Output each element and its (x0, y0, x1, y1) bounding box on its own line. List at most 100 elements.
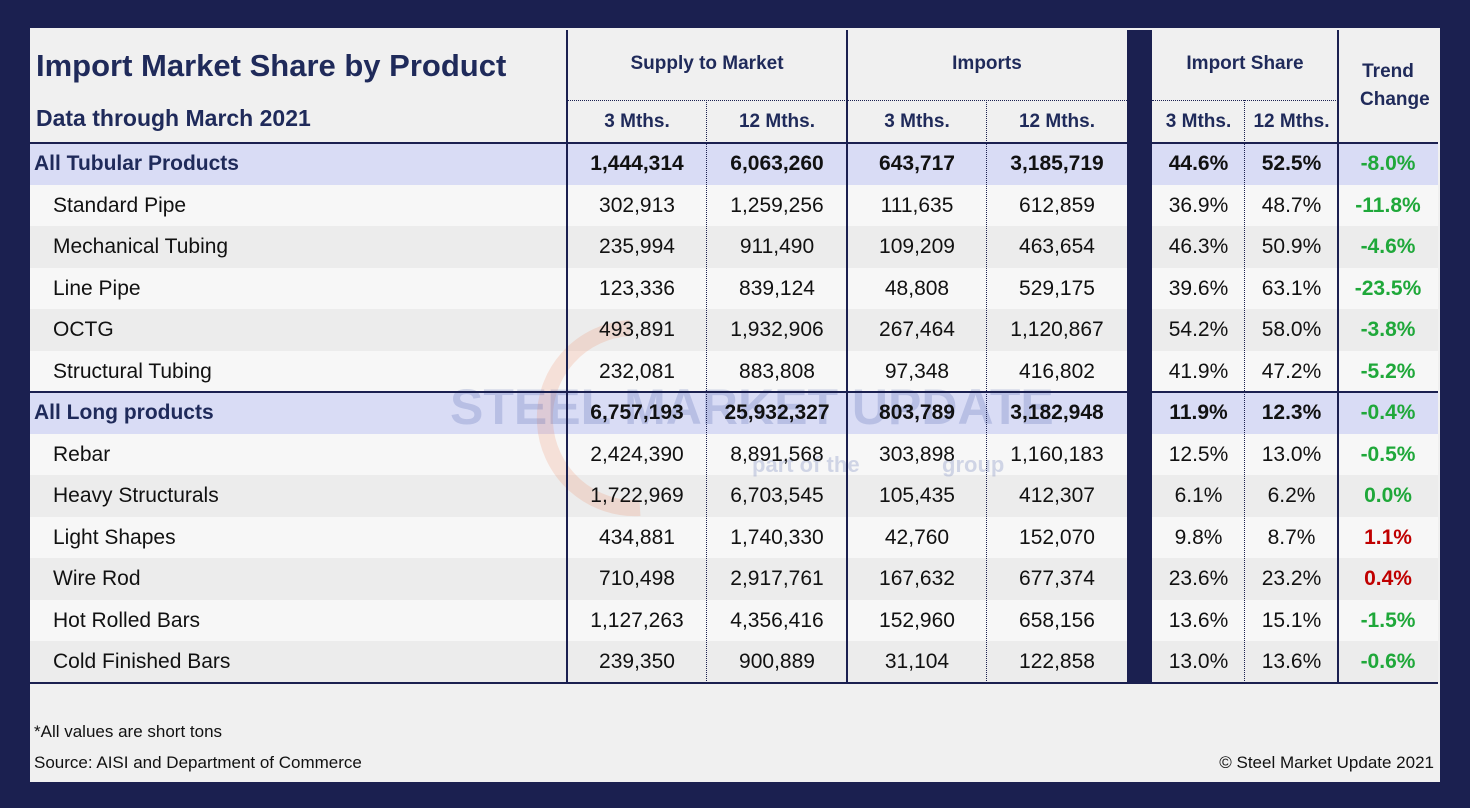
cell: 1,127,263 (590, 608, 684, 632)
cell: 46.3% (1168, 235, 1229, 258)
cell: 6,063,260 (730, 152, 824, 175)
row-bg (30, 599, 1438, 641)
cell: 13.6% (1168, 608, 1229, 632)
row-bg (30, 309, 1438, 351)
cell: 39.6% (1168, 276, 1229, 300)
column-line (846, 30, 848, 683)
cell: 54.2% (1168, 318, 1229, 341)
sub-header: 12 Mths. (1253, 111, 1330, 132)
cell: 1,740,330 (730, 525, 824, 549)
cell: 97,348 (884, 359, 950, 383)
cell: 803,789 (879, 401, 955, 424)
cell: 31,104 (884, 650, 950, 673)
group-header: Import Share (1186, 53, 1304, 74)
cell: 36.9% (1168, 193, 1229, 217)
cell: 11.9% (1169, 401, 1228, 424)
cell: 13.0% (1168, 650, 1229, 673)
row-label: Heavy Structurals (53, 484, 219, 507)
cell: -4.6% (1360, 235, 1416, 258)
cell: -5.2% (1360, 359, 1416, 383)
column-line (1337, 30, 1339, 683)
cell: 232,081 (599, 359, 675, 383)
cell: 6.1% (1174, 484, 1223, 507)
cell: -23.5% (1354, 276, 1422, 300)
cell: 303,898 (879, 442, 955, 466)
cell: 6,703,545 (730, 484, 824, 507)
sub-header: 3 Mths. (604, 111, 670, 132)
copyright: © Steel Market Update 2021 (1219, 753, 1434, 772)
cell: 658,156 (1019, 608, 1095, 632)
cell: 0.4% (1364, 567, 1412, 590)
row-label: All Tubular Products (34, 152, 239, 175)
cell: 416,802 (1019, 359, 1095, 383)
cell: -3.8% (1360, 318, 1416, 341)
cell: 911,490 (739, 235, 815, 258)
cell: -8.0% (1360, 152, 1416, 175)
cell: 1.1% (1364, 525, 1412, 549)
cell: 529,175 (1019, 276, 1095, 300)
cell: 412,307 (1019, 484, 1095, 507)
cell: 0.0% (1364, 484, 1412, 507)
row-rule (30, 681, 1438, 684)
cell: 434,881 (599, 525, 675, 549)
cell: 239,350 (599, 650, 675, 673)
watermark-tagline: part of the (752, 452, 860, 477)
sub-header: 3 Mths. (1165, 111, 1232, 132)
cell: 109,209 (879, 235, 955, 258)
cell: 677,374 (1019, 567, 1095, 590)
cell: 50.9% (1261, 235, 1322, 258)
cell: 4,356,416 (730, 608, 824, 632)
cell: 152,960 (879, 608, 955, 632)
cell: 23.2% (1261, 567, 1322, 590)
cell: 900,889 (739, 650, 815, 673)
subtitle: Data through March 2021 (36, 105, 311, 131)
cell: 8.7% (1267, 525, 1316, 549)
row-rule (30, 142, 1438, 144)
cell: 2,917,761 (730, 567, 824, 590)
row-bg (30, 516, 1438, 558)
cell: 48,808 (884, 276, 950, 300)
cell: -1.5% (1360, 608, 1416, 632)
cell: 3,185,719 (1010, 152, 1104, 175)
group-header: Supply to Market (630, 53, 784, 74)
cell: 839,124 (739, 276, 815, 300)
cell: 463,654 (1019, 235, 1095, 258)
cell: 63.1% (1261, 276, 1322, 300)
cell: 643,717 (879, 152, 955, 175)
cell: 612,859 (1019, 193, 1095, 217)
cell: 167,632 (879, 567, 955, 590)
row-bg (30, 641, 1438, 683)
cell: 15.1% (1261, 608, 1322, 632)
row-bg (30, 267, 1438, 309)
row-label: Rebar (53, 442, 111, 466)
row-label: Structural Tubing (53, 359, 212, 383)
group-header: Imports (952, 53, 1022, 74)
row-bg (30, 392, 1438, 434)
group-header: Trend Change (1360, 61, 1430, 110)
cell: 13.6% (1261, 650, 1322, 673)
watermark-brand: STEEL MARKET UPDATE (450, 379, 1054, 435)
row-label: Line Pipe (53, 276, 141, 300)
row-bg (30, 558, 1438, 600)
cell: -0.5% (1360, 442, 1416, 466)
cell: 3,182,948 (1010, 401, 1104, 424)
cell: 1,444,314 (590, 152, 684, 175)
cell: 235,994 (599, 235, 675, 258)
cell: 123,336 (599, 276, 675, 300)
table-panel: Import Market Share by Product Data thro… (30, 28, 1440, 782)
cell: 52.5% (1261, 152, 1322, 175)
cell: 58.0% (1261, 318, 1322, 341)
row-label: Wire Rod (53, 567, 141, 590)
cell: 23.6% (1168, 567, 1229, 590)
watermark-tagline-end: group (942, 452, 1005, 477)
cell: -0.4% (1360, 401, 1416, 424)
cell: 883,808 (739, 359, 815, 383)
cell: 1,259,256 (730, 193, 824, 217)
cell: 12.3% (1261, 401, 1322, 424)
row-label: All Long products (34, 401, 214, 424)
cell: 42,760 (884, 525, 950, 549)
row-bg (30, 350, 1438, 392)
cell: 1,932,906 (730, 318, 824, 341)
cell: 6,757,193 (590, 401, 684, 424)
header-line (1152, 100, 1338, 101)
